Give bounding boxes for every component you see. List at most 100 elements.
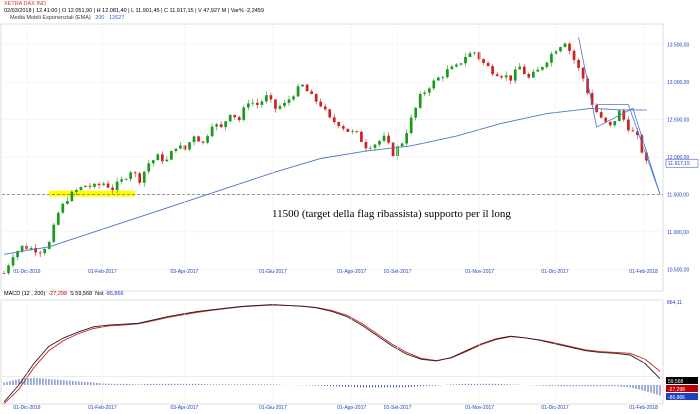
x-tick-label: 01-Giu-2017 xyxy=(259,405,287,411)
candle-body xyxy=(20,245,24,252)
ema-period: 200 xyxy=(95,15,105,21)
hist-label: Nst xyxy=(95,291,104,297)
price-y-tick: 13.000,00 xyxy=(667,80,689,86)
candle-body xyxy=(355,131,359,132)
macd-panel xyxy=(0,299,664,405)
candle-body xyxy=(274,99,277,109)
candle-body xyxy=(115,181,119,190)
candle-body xyxy=(405,133,408,144)
candle-body xyxy=(29,247,33,250)
candle-body xyxy=(328,109,332,118)
candle-body xyxy=(559,47,562,52)
candle-body xyxy=(504,75,508,78)
candle-body xyxy=(599,112,603,118)
candle-body xyxy=(536,69,540,72)
candle-body xyxy=(305,84,309,92)
x-tick-label: 01-Set-2017 xyxy=(384,269,412,275)
x-tick-label: 01-Feb-2018 xyxy=(629,405,658,411)
candle-body xyxy=(473,52,476,54)
candle-body xyxy=(269,95,273,100)
candle-body xyxy=(409,117,413,134)
x-tick-label: 03-Apr-2017 xyxy=(171,269,199,275)
candle-body xyxy=(61,203,65,213)
candle-body xyxy=(219,124,223,128)
candle-body xyxy=(34,247,38,253)
macd-tag-hist: -86,866 xyxy=(668,395,685,401)
macd-value: -27,298 xyxy=(48,291,67,297)
ema-legend: Media Mobili Esponenziali (EMA) 200 1262… xyxy=(10,15,124,21)
candle-body xyxy=(319,101,323,107)
x-tick-label: 01-Feb-2017 xyxy=(88,269,117,275)
candle-body xyxy=(65,201,69,204)
candle-body xyxy=(79,187,83,190)
candle-body xyxy=(382,135,386,141)
candle-body xyxy=(265,95,268,102)
flag-line xyxy=(578,37,661,195)
candle-body xyxy=(224,121,228,128)
macd-signal-line xyxy=(3,304,661,405)
candle-body xyxy=(147,163,151,172)
candle-body xyxy=(138,173,142,183)
candle-body xyxy=(337,122,341,127)
candle-body xyxy=(418,94,422,108)
candle-body xyxy=(156,154,160,161)
price-y-tick: 10.500,00 xyxy=(667,267,689,273)
candle-body xyxy=(332,117,336,123)
candle-body xyxy=(70,191,74,202)
candle-body xyxy=(102,183,105,186)
candle-body xyxy=(568,43,571,51)
candle-body xyxy=(455,64,458,67)
candle-body xyxy=(341,126,345,129)
price-y-tick: 12.500,00 xyxy=(667,118,689,124)
candle-body xyxy=(124,178,128,180)
candle-body xyxy=(323,106,327,110)
price-panel xyxy=(0,23,664,292)
candle-body xyxy=(486,62,490,67)
candle-body xyxy=(423,92,427,95)
candle-body xyxy=(129,172,133,179)
candle-body xyxy=(351,131,354,132)
signal-label: S xyxy=(70,291,74,297)
signal-value: 59,568 xyxy=(75,291,93,297)
candle-body xyxy=(287,99,291,103)
candle-body xyxy=(427,88,431,93)
x-tick-label: 03-Apr-2017 xyxy=(171,405,199,411)
candle-body xyxy=(242,107,246,120)
candle-body xyxy=(97,183,101,186)
price-x-axis: 01-Dic-2016 01-Feb-2017 03-Apr-2017 01-Giu-… xyxy=(13,26,658,275)
candle-body xyxy=(111,187,114,190)
price-y-tick: 12.000,00 xyxy=(667,155,689,161)
macd-label: MACD xyxy=(4,291,21,297)
candle-body xyxy=(400,143,404,147)
candle-body xyxy=(378,140,381,145)
macd-lines xyxy=(3,304,661,405)
macd-x-axis: 01-Dic-2016 01-Feb-2017 03-Apr-2017 01-Giu-… xyxy=(13,302,658,411)
candle-body xyxy=(441,77,445,78)
candle-body xyxy=(283,102,286,107)
candle-body xyxy=(278,106,282,109)
candle-body xyxy=(360,131,363,143)
macd-params: (12 , 200) xyxy=(21,291,46,297)
candle-body xyxy=(631,130,635,132)
candle-body xyxy=(25,245,28,250)
chart-title: XETRA DAX IND xyxy=(4,1,46,7)
candle-body xyxy=(165,159,169,162)
candle-body xyxy=(52,224,56,242)
x-tick-label: 01-Dic-2016 xyxy=(13,405,40,411)
candle-body xyxy=(11,257,15,266)
candle-body xyxy=(495,74,499,77)
macd-tag-signal: 59,568 xyxy=(668,379,684,385)
candle-body xyxy=(613,121,617,126)
macd-main-line xyxy=(3,304,661,403)
candle-body xyxy=(590,93,594,105)
svg-text:11.917,15: 11.917,15 xyxy=(668,161,690,167)
candle-body xyxy=(201,141,205,143)
candle-body xyxy=(301,84,304,87)
candle-body xyxy=(260,101,264,105)
highlight-rect xyxy=(49,190,136,197)
price-y-axis: 13.500,00 13.000,00 12.500,00 12.000,00 11.5… xyxy=(667,43,689,274)
x-tick-label: 01-Giu-2017 xyxy=(259,269,287,275)
candle-body xyxy=(142,171,146,183)
candle-body xyxy=(75,189,78,192)
